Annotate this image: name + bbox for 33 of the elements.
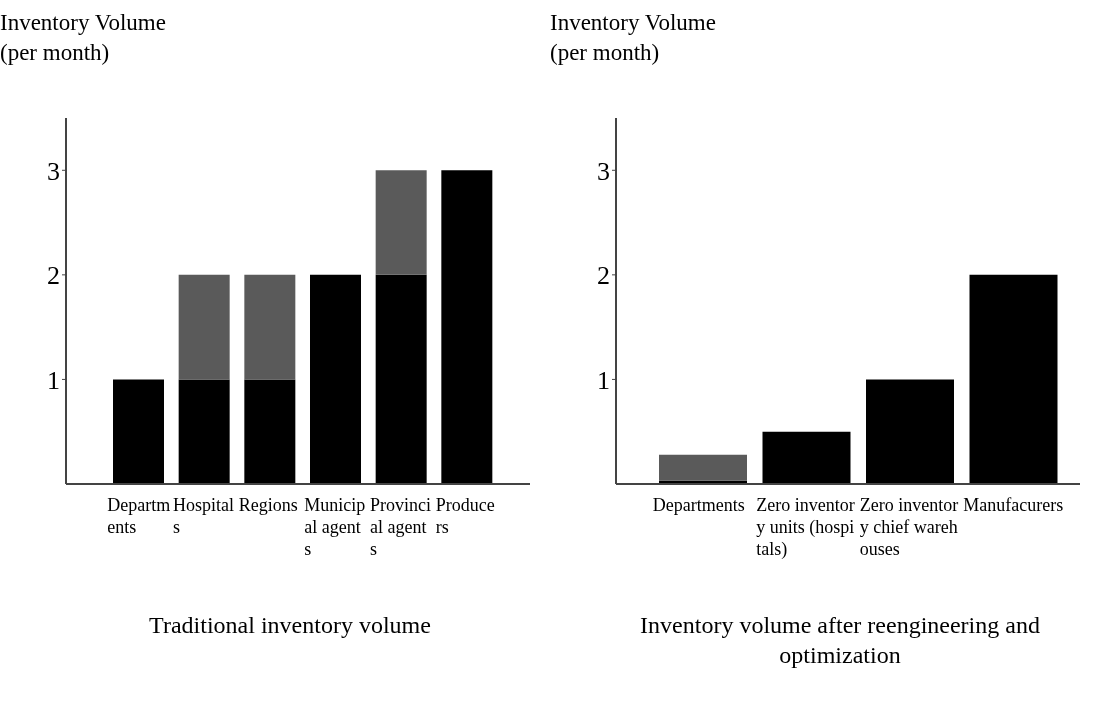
bar [375, 170, 427, 275]
bar [244, 274, 296, 380]
x-tick-label: Manufacurers [963, 494, 1064, 516]
y-tick-label: 3 [597, 156, 610, 186]
bar [866, 379, 954, 484]
bar [310, 274, 361, 484]
bar [178, 379, 230, 484]
x-tick-label: Departments [652, 494, 746, 516]
x-tick-label: Hospitals [173, 494, 235, 538]
y-tick-label: 2 [597, 261, 610, 291]
y-tick-label: 2 [47, 261, 60, 291]
bar [244, 379, 296, 484]
x-tick-label: Zero inventory units (hospitals) [756, 494, 856, 560]
x-tick-label: Departments [107, 494, 171, 538]
y-axis-title: Inventory Volume (per month) [550, 9, 717, 67]
bar [441, 170, 493, 484]
bar [178, 274, 230, 380]
text: Inventory volume after reengineering and optimization [639, 611, 1041, 670]
y-tick-label: 1 [47, 365, 60, 395]
bar [969, 274, 1058, 484]
x-tick-label: Zero inventory chief warehouses [859, 494, 960, 560]
bar [659, 454, 747, 481]
x-tick-label: Provincial agents [370, 494, 432, 560]
text: Traditional inventory volume [148, 611, 432, 640]
bar [375, 274, 427, 484]
y-axis-title: Inventory Volume (per month) [0, 9, 167, 67]
x-tick-label: Municipal agents [304, 494, 367, 560]
x-tick-label: Regions [238, 494, 299, 516]
bar [762, 431, 851, 484]
bar [113, 379, 164, 484]
x-tick-label: Producers [435, 494, 496, 538]
y-tick-label: 3 [47, 156, 60, 186]
y-tick-label: 1 [597, 365, 610, 395]
